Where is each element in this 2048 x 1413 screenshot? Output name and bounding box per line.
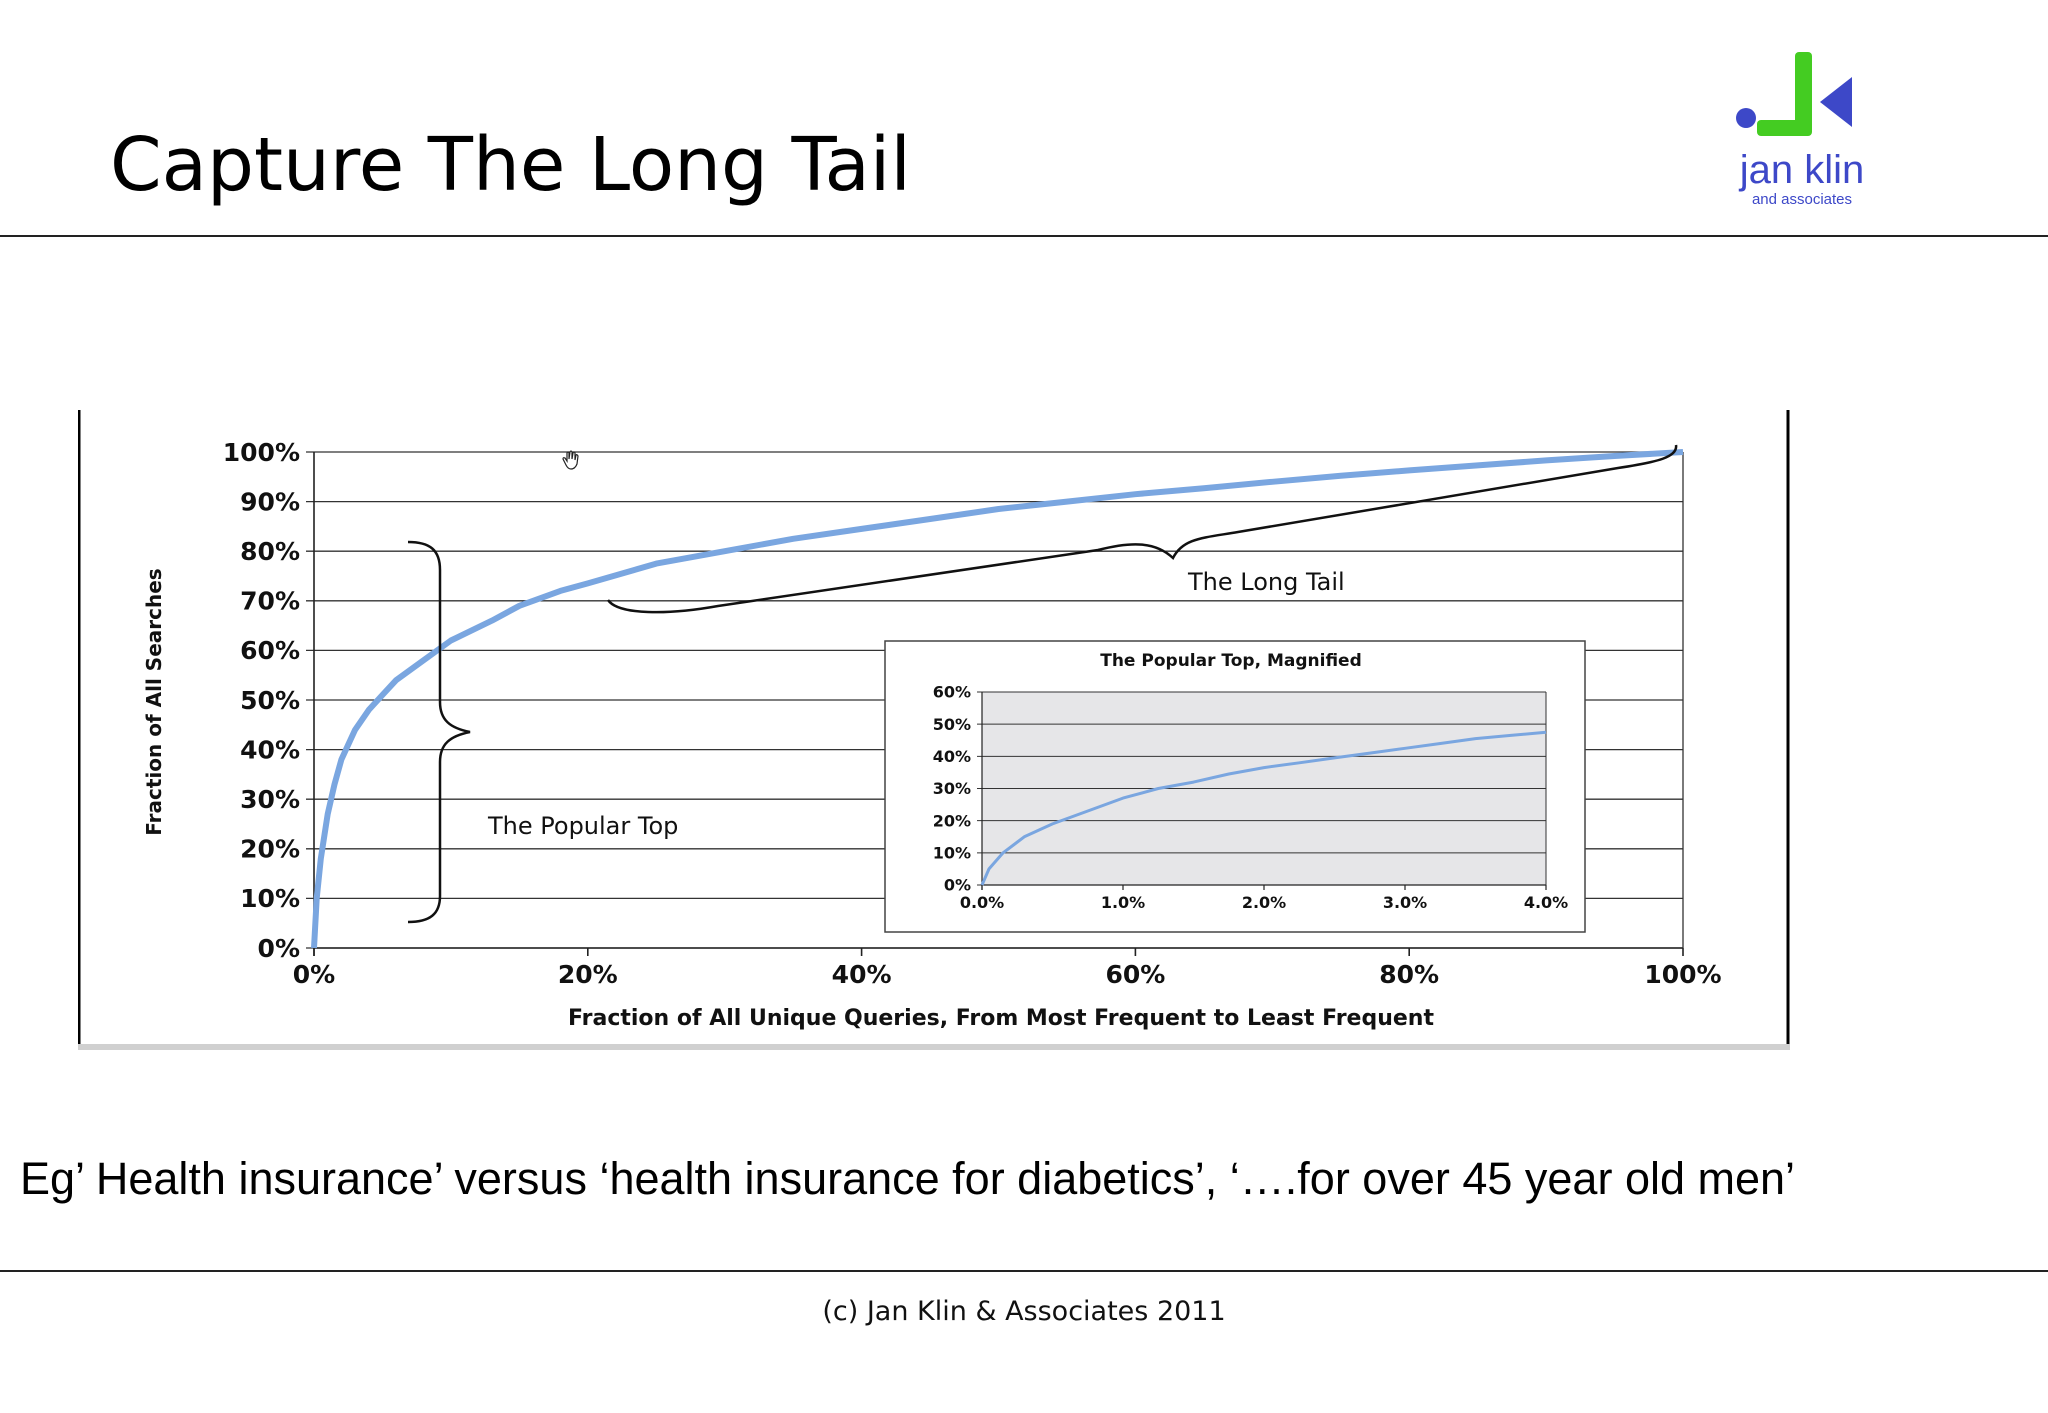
example-caption: Eg’ Health insurance’ versus ‘health ins… [20,1153,1796,1204]
inset-gridlines [977,691,1547,890]
x-tick-label: 0.0% [960,893,1004,912]
inset-series-line [980,730,1547,886]
popular-top-annotation: The Popular Top [487,812,678,840]
chart-image: 0% 10% 20% 30% 40% 50% 60% 70% 80% 90% 100% 0% 20% 4… [78,410,1790,1050]
x-tick-label: 40% [832,960,892,989]
hand-cursor-icon [562,450,579,470]
copyright-footer: (c) Jan Klin & Associates 2011 [822,1296,1226,1327]
x-tick-label: 80% [1379,960,1439,989]
logo-wordmark: jan klin [1739,148,1865,192]
inset-title: The Popular Top, Magnified [1100,651,1362,671]
x-tick-label: 100% [1644,960,1721,989]
long-tail-bracket [606,444,1678,614]
long-tail-annotation: The Long Tail [1187,568,1345,596]
y-tick-label: 0% [258,934,300,963]
x-tick-label: 0% [293,960,335,989]
popular-top-brace [407,540,471,924]
logo-tagline: and associates [1751,191,1853,208]
y-tick-label: 40% [933,747,971,766]
y-tick-label: 40% [240,735,300,764]
main-y-axis-label: Fraction of All Searches [142,568,166,835]
y-tick-label: 0% [944,876,971,895]
x-tick-label: 1.0% [1101,893,1145,912]
x-tick-label: 4.0% [1524,893,1568,912]
x-tick-label: 2.0% [1242,893,1286,912]
header-divider [0,235,2048,237]
long-tail-chart: 0% 10% 20% 30% 40% 50% 60% 70% 80% 90% 100% 0% 20% 4… [78,410,1790,1050]
y-tick-label: 30% [240,785,300,814]
y-tick-label: 50% [933,715,971,734]
footer-divider [0,1270,2048,1272]
x-tick-label: 60% [1105,960,1165,989]
y-tick-label: 30% [933,779,971,798]
y-tick-label: 60% [933,683,971,702]
inset-y-tick-labels: 0% 10% 20% 30% 40% 50% 60% [933,683,971,895]
jk-logo-mark-icon [1736,52,1852,136]
inset-chart: The Popular Top, Magnified 0% 10% 20% 30% 40… [884,640,1586,933]
y-tick-label: 10% [240,884,300,913]
y-tick-label: 20% [933,811,971,830]
company-logo: jan klin and associates [1725,40,1885,220]
inset-x-tick-labels: 0.0% 1.0% 2.0% 3.0% 4.0% [960,893,1568,912]
y-tick-label: 20% [240,835,300,864]
y-tick-label: 90% [240,487,300,516]
main-y-tick-labels: 0% 10% 20% 30% 40% 50% 60% 70% 80% 90% 100% [223,438,300,963]
main-x-axis-label: Fraction of All Unique Queries, From Mos… [568,1006,1434,1031]
main-series-line [311,449,1684,949]
x-tick-label: 20% [558,960,618,989]
x-tick-label: 3.0% [1383,893,1427,912]
slide-title: Capture The Long Tail [110,122,911,208]
y-tick-label: 100% [223,438,300,467]
y-tick-label: 80% [240,537,300,566]
y-tick-label: 70% [240,587,300,616]
main-x-tick-labels: 0% 20% 40% 60% 80% 100% [293,960,1722,989]
y-tick-label: 50% [240,686,300,715]
y-tick-label: 60% [240,636,300,665]
y-tick-label: 10% [933,843,971,862]
